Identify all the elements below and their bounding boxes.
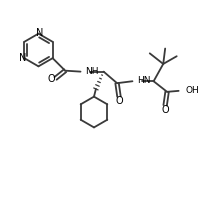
Text: HN: HN [137,76,151,85]
Text: O: O [161,105,169,115]
Text: N: N [19,53,26,63]
Text: NH: NH [85,67,99,76]
Text: N: N [36,28,43,38]
Text: O: O [115,96,123,106]
Text: O: O [48,74,55,84]
Text: OH: OH [185,86,199,95]
